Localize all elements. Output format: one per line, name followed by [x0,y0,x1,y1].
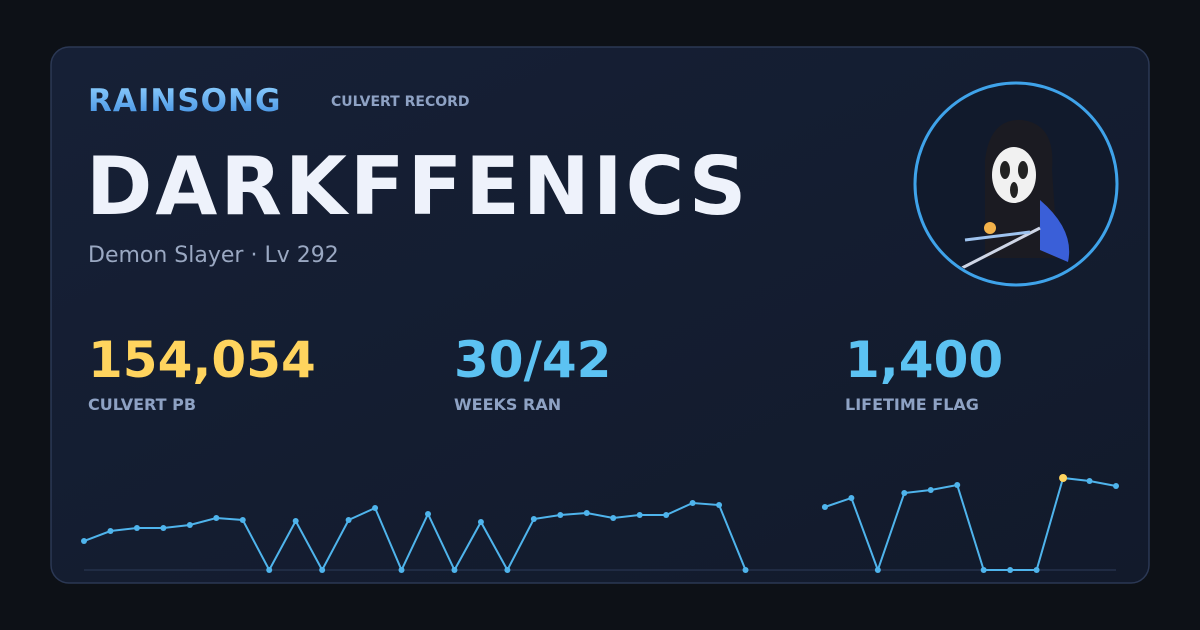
point [583,510,590,517]
point [821,503,828,510]
point [1086,478,1093,485]
point [874,567,881,573]
line [824,476,1117,573]
stat-value: 30/42 [454,331,611,389]
point [927,486,934,493]
point [954,482,961,489]
point [133,525,140,532]
point [980,567,987,573]
point [319,567,326,573]
point [557,511,564,518]
point [663,511,670,518]
point [742,567,749,573]
point [292,518,299,525]
point [636,511,643,518]
point [372,505,379,512]
avatar-figure [961,119,1070,270]
line [83,501,747,573]
point [689,499,696,506]
stat-value: 154,054 [88,331,316,389]
player-name: DARKFFENICS [86,140,749,233]
point [81,538,87,545]
point [345,517,352,524]
point [239,517,246,524]
point [1113,482,1119,489]
point [398,567,405,573]
point [716,502,723,509]
point [266,567,273,573]
point [107,528,114,535]
point [610,514,617,521]
point [504,567,511,573]
point [530,515,537,522]
subtitle: CULVERT RECORD [331,94,470,110]
point [425,510,431,517]
best-point [1059,474,1068,482]
stat-value: 1,400 [845,331,1003,389]
stat-label: CULVERT PB [88,395,196,414]
player-info: Demon Slayer · Lv 292 [88,243,339,268]
point [160,525,167,532]
brand: RAINSONG [88,83,281,119]
point [451,567,458,573]
stat-label: WEEKS RAN [454,395,561,414]
point [848,494,855,501]
point [901,490,908,497]
card-panel [50,46,1150,584]
avatar [913,81,1119,287]
point [1007,567,1014,573]
point [213,514,220,521]
point [186,521,193,528]
stat-label: LIFETIME FLAG [845,395,979,414]
point [477,518,484,525]
point [1033,567,1040,573]
